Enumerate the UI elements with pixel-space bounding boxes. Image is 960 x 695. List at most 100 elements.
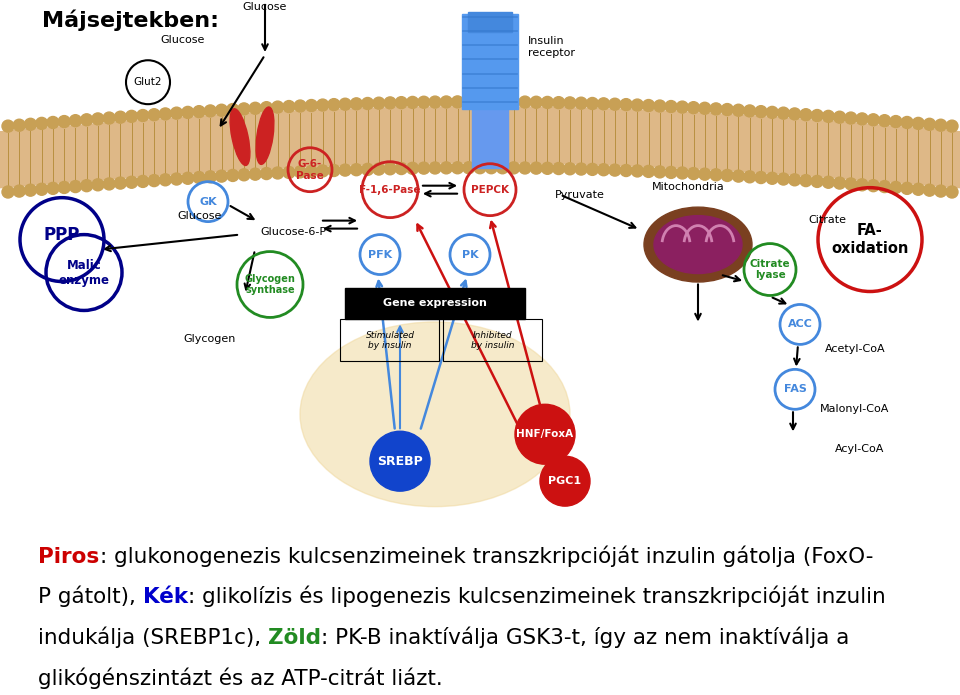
Circle shape <box>912 117 924 129</box>
Text: : glukonogenezis kulcsenzimeinek transzkripcióját inzulin gátolja (FoxO-: : glukonogenezis kulcsenzimeinek transzk… <box>100 545 873 566</box>
Ellipse shape <box>644 207 752 282</box>
Text: Zöld: Zöld <box>269 628 322 648</box>
Text: Pyruvate: Pyruvate <box>555 190 605 199</box>
Circle shape <box>250 168 261 180</box>
Circle shape <box>496 96 509 108</box>
Circle shape <box>384 163 396 174</box>
Circle shape <box>272 101 284 113</box>
Circle shape <box>59 181 70 193</box>
Circle shape <box>429 162 441 174</box>
Circle shape <box>126 111 137 122</box>
Circle shape <box>632 99 643 111</box>
Text: Glucose: Glucose <box>161 35 205 45</box>
Circle shape <box>878 115 891 126</box>
Circle shape <box>924 184 936 196</box>
Circle shape <box>800 108 812 121</box>
Circle shape <box>833 177 846 189</box>
Text: PGC1: PGC1 <box>548 476 582 486</box>
Circle shape <box>845 112 857 124</box>
Circle shape <box>216 104 228 116</box>
Text: Inhibited
by insulin: Inhibited by insulin <box>471 331 515 350</box>
Text: Glucose-6-P: Glucose-6-P <box>260 227 326 236</box>
Circle shape <box>540 456 590 506</box>
Circle shape <box>519 96 531 108</box>
Circle shape <box>362 97 373 110</box>
Circle shape <box>890 115 901 128</box>
Circle shape <box>485 162 497 174</box>
Circle shape <box>642 99 655 111</box>
Circle shape <box>250 102 261 114</box>
Circle shape <box>418 96 430 108</box>
Text: PFK: PFK <box>368 250 392 259</box>
Text: Insulin
receptor: Insulin receptor <box>528 36 575 58</box>
Circle shape <box>789 108 801 120</box>
Circle shape <box>69 115 82 126</box>
Circle shape <box>59 115 70 128</box>
Bar <box>468 12 512 32</box>
Circle shape <box>856 179 868 191</box>
Circle shape <box>204 105 216 117</box>
Circle shape <box>800 174 812 186</box>
Circle shape <box>508 96 519 108</box>
Circle shape <box>823 111 834 122</box>
Circle shape <box>24 184 36 196</box>
Circle shape <box>508 162 519 174</box>
Circle shape <box>766 106 779 118</box>
Circle shape <box>103 178 115 190</box>
Circle shape <box>789 174 801 186</box>
Circle shape <box>339 98 351 111</box>
Circle shape <box>148 108 160 121</box>
Circle shape <box>372 97 385 109</box>
Circle shape <box>946 186 958 198</box>
Circle shape <box>687 101 700 114</box>
Circle shape <box>699 102 710 114</box>
Circle shape <box>317 99 328 111</box>
Circle shape <box>193 106 205 117</box>
Circle shape <box>744 105 756 117</box>
Circle shape <box>654 166 666 178</box>
Circle shape <box>901 182 913 195</box>
Circle shape <box>305 99 318 111</box>
Circle shape <box>620 99 632 111</box>
Circle shape <box>823 177 834 188</box>
Circle shape <box>81 114 93 126</box>
Circle shape <box>687 167 700 179</box>
Circle shape <box>665 101 677 113</box>
Circle shape <box>833 111 846 123</box>
Circle shape <box>396 163 407 174</box>
Circle shape <box>587 97 598 110</box>
Circle shape <box>766 172 779 184</box>
Circle shape <box>755 172 767 183</box>
Text: Gene expression: Gene expression <box>383 298 487 309</box>
Text: Glucose: Glucose <box>178 211 222 221</box>
Text: ACC: ACC <box>787 320 812 329</box>
Circle shape <box>654 100 666 112</box>
Circle shape <box>699 168 710 180</box>
Circle shape <box>441 96 452 108</box>
Circle shape <box>429 96 441 108</box>
Circle shape <box>732 104 744 116</box>
Circle shape <box>598 98 610 110</box>
Text: Stimulated
by insulin: Stimulated by insulin <box>366 331 415 350</box>
Circle shape <box>370 432 430 491</box>
Circle shape <box>474 96 486 108</box>
Text: : glikolízis és lipogenezis kulcsenzimeinek transzkripcióját inzulin: : glikolízis és lipogenezis kulcsenzimei… <box>188 586 886 607</box>
Circle shape <box>598 164 610 176</box>
Circle shape <box>114 177 127 189</box>
Circle shape <box>159 108 171 120</box>
Circle shape <box>294 166 306 178</box>
Circle shape <box>69 181 82 193</box>
Circle shape <box>260 167 273 179</box>
Circle shape <box>515 404 575 464</box>
Circle shape <box>126 177 137 188</box>
Text: Malic
enzyme: Malic enzyme <box>59 259 109 286</box>
Circle shape <box>36 183 48 195</box>
Text: Citrate
lyase: Citrate lyase <box>750 259 790 280</box>
Circle shape <box>260 101 273 114</box>
Ellipse shape <box>256 107 274 165</box>
Circle shape <box>171 107 182 119</box>
Circle shape <box>755 106 767 117</box>
Circle shape <box>575 97 588 109</box>
Bar <box>462 14 518 109</box>
Circle shape <box>193 172 205 183</box>
